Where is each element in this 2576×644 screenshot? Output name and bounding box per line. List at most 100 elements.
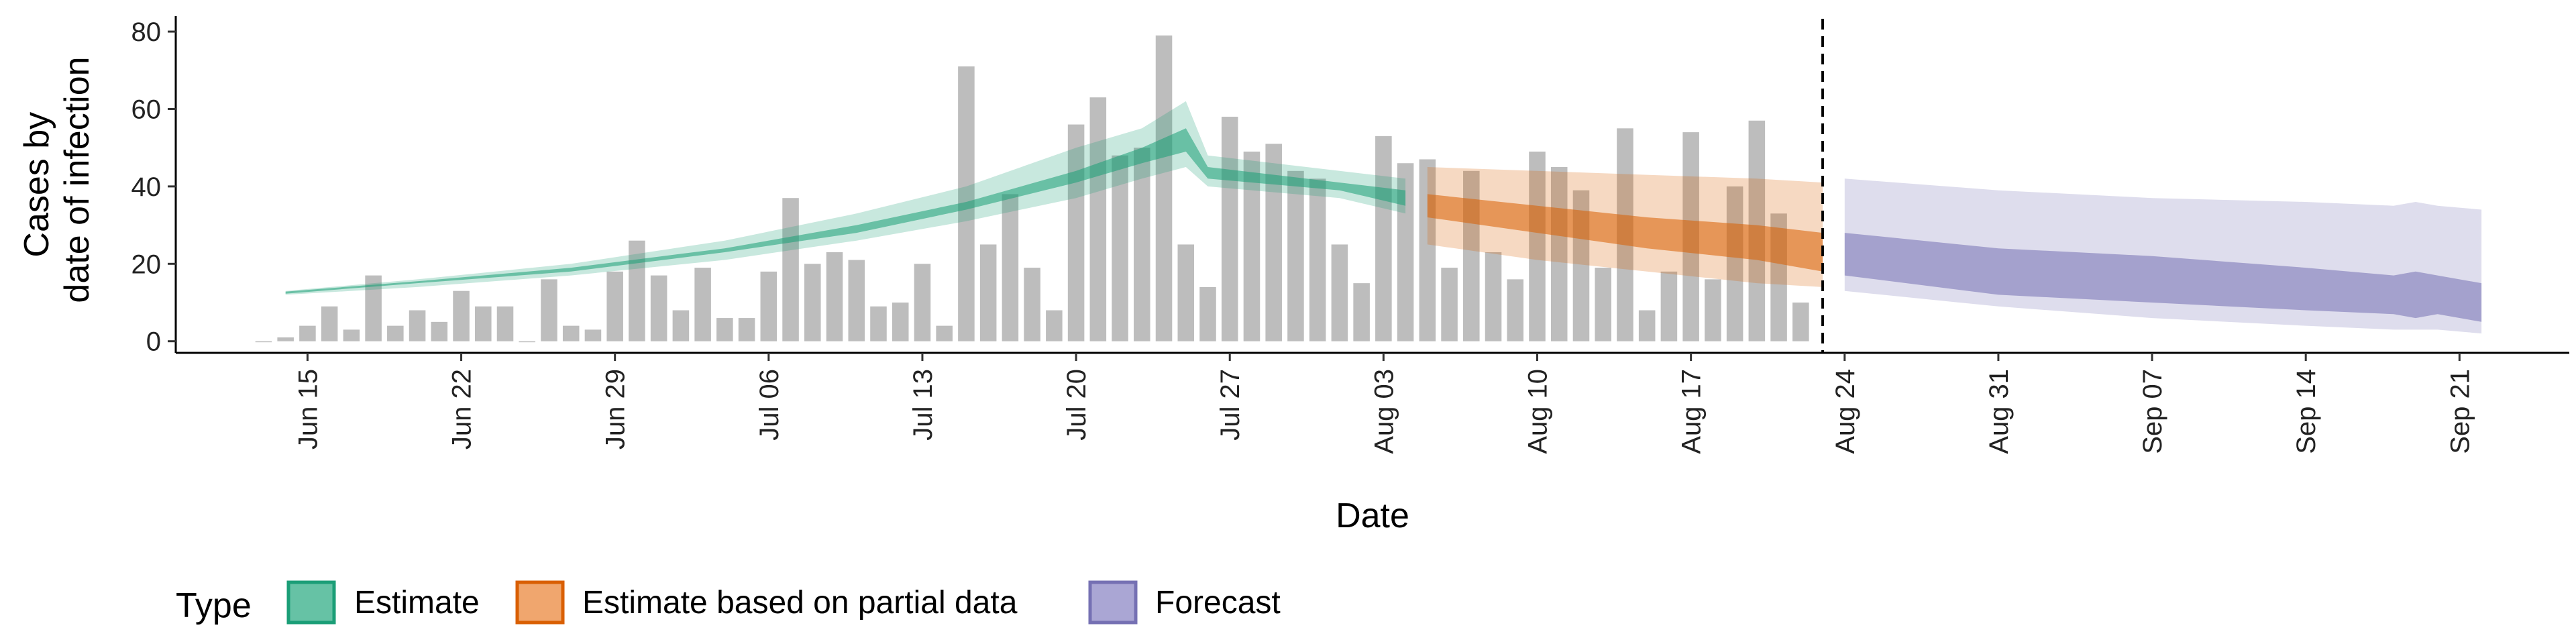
x-tick-label: Aug 17 [1677, 369, 1707, 454]
x-tick-label: Aug 31 [1984, 369, 2014, 454]
reported-cases-bar [1155, 35, 1173, 341]
reported-cases-bar [1309, 178, 1326, 341]
reported-cases-bar [431, 321, 448, 341]
reported-cases-bar [1112, 155, 1128, 341]
reported-cases-bar [1550, 167, 1568, 341]
reported-cases-bar [870, 306, 887, 341]
reported-cases-bar [914, 264, 931, 341]
reported-cases-bar [1375, 136, 1392, 341]
reported-cases-bar [1134, 148, 1150, 341]
legend-key-partial-estimate [515, 580, 565, 625]
reported-cases-bar [1507, 279, 1524, 341]
reported-cases-bar [453, 290, 470, 341]
reported-cases-bar [1067, 124, 1085, 341]
x-tick-label: Sep 14 [2292, 369, 2321, 454]
reported-cases-bar [892, 302, 909, 341]
reported-cases-bar [321, 306, 338, 341]
reported-cases-bar [694, 268, 711, 341]
y-tick-label: 60 [131, 95, 162, 124]
partial-estimate-inner-band [1427, 194, 1823, 272]
reported-cases-bar [1046, 310, 1063, 341]
reported-cases-bar [562, 325, 580, 341]
reported-cases-bar [1529, 151, 1546, 341]
reported-cases-bar [1002, 194, 1019, 341]
x-tick-label: Aug 10 [1523, 369, 1553, 454]
reported-cases-bar [475, 306, 492, 341]
reported-cases-bar [979, 244, 997, 341]
reported-cases-bar [1331, 244, 1348, 341]
x-tick-label: Sep 07 [2138, 369, 2167, 454]
y-tick-label: 20 [131, 250, 162, 279]
x-tick-label: Jun 22 [447, 369, 477, 449]
reported-cases-bar [496, 306, 514, 341]
reported-cases-bar [1089, 97, 1107, 341]
reported-cases-bar [1024, 268, 1040, 341]
reported-cases-bar [1660, 271, 1678, 341]
estimate-outer-band [285, 101, 1406, 295]
y-tick-label: 80 [131, 17, 162, 47]
legend: Type Estimate Estimate based on partial … [176, 580, 1281, 625]
legend-key-estimate [286, 580, 336, 625]
reported-cases-bar [1638, 310, 1656, 341]
x-tick-label: Jun 29 [601, 369, 631, 449]
reported-cases-bar [606, 271, 623, 341]
reported-cases-bar [343, 329, 360, 341]
x-axis-title: Date [1336, 496, 1409, 535]
x-tick-label: Jun 15 [293, 369, 323, 449]
reported-cases-bar [519, 341, 536, 343]
reported-cases-bar [1177, 244, 1195, 341]
reported-cases-bar [629, 240, 645, 341]
y-axis-title: Cases by date of infection [17, 56, 97, 303]
x-tick-label: Aug 03 [1369, 369, 1399, 454]
x-axis-ticks: Jun 15 Jun 22 Jun 29 Jul 06 Jul 13 Jul 20 Jul … [293, 353, 2475, 454]
reported-cases-bar [1353, 283, 1370, 341]
reported-cases-bar [277, 337, 294, 341]
reported-cases-bar [541, 279, 557, 341]
x-tick-label: Jul 20 [1062, 369, 1091, 441]
y-tick-label: 0 [146, 327, 161, 357]
reported-cases-bar [299, 325, 316, 341]
reported-cases-bar [584, 329, 602, 341]
reported-cases-bar [804, 264, 821, 341]
x-tick-label: Jul 27 [1216, 369, 1245, 441]
y-axis-ticks: 0 20 40 60 80 [131, 17, 176, 357]
x-tick-label: Sep 21 [2445, 369, 2475, 454]
reported-cases-bar [1243, 151, 1260, 341]
reported-cases-bar [1726, 186, 1743, 341]
reported-cases-bar [1441, 268, 1458, 341]
reported-cases-bar [1595, 268, 1611, 341]
forecast-inner-band [1844, 233, 2482, 322]
x-tick-label: Jul 06 [755, 369, 784, 441]
reported-cases-bar [760, 271, 777, 341]
legend-label-estimate: Estimate [354, 585, 480, 621]
legend-title: Type [176, 586, 252, 625]
reported-cases-bar [672, 310, 690, 341]
reported-cases-bar [782, 198, 799, 341]
reported-cases-bar [409, 310, 426, 341]
reported-cases-bar [255, 341, 272, 343]
reported-cases-bar [387, 325, 404, 341]
estimate-bands [285, 101, 2482, 334]
x-tick-label: Jul 13 [908, 369, 938, 441]
axes [174, 16, 2569, 354]
x-tick-label: Aug 24 [1831, 369, 1860, 454]
legend-label-forecast: Forecast [1155, 585, 1281, 621]
reported-cases-bar [650, 275, 667, 341]
y-axis-title-line-1: Cases by [17, 112, 56, 258]
y-axis-title-line-2: date of infection [58, 56, 97, 303]
reported-cases-bar [826, 252, 843, 341]
legend-label-partial-estimate: Estimate based on partial data [582, 585, 1018, 621]
reported-cases-bar [1199, 286, 1216, 341]
reported-cases-bar [1705, 279, 1721, 341]
reported-cases-bar [1792, 302, 1809, 341]
reported-cases-bar [738, 318, 755, 341]
reported-cases-bar [1221, 117, 1238, 341]
reported-cases-bar [848, 260, 865, 341]
reported-cases-bar [1287, 170, 1304, 341]
reported-cases-bar [1485, 252, 1502, 341]
reported-cases-bar [1419, 159, 1436, 341]
reported-cases-bar [716, 318, 733, 341]
legend-key-forecast [1088, 580, 1138, 625]
